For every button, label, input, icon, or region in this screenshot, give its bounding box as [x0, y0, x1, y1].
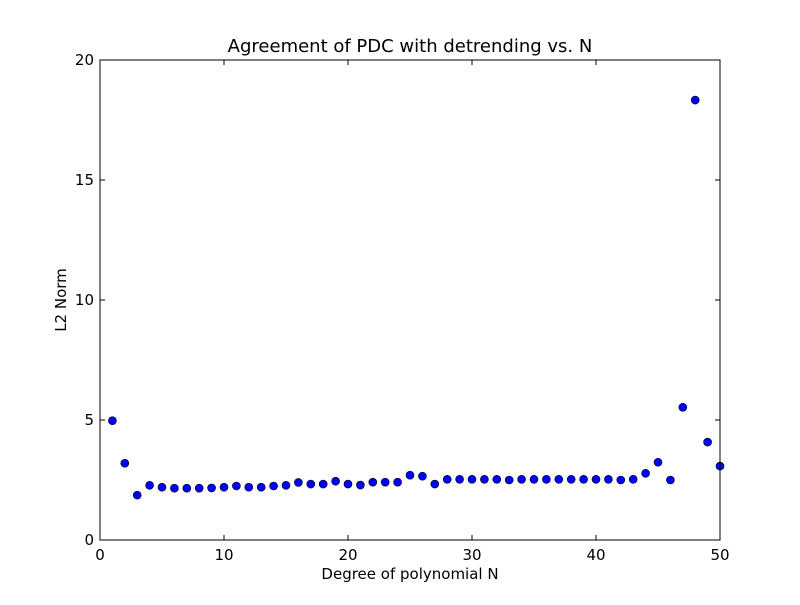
data-point — [517, 474, 526, 484]
data-point — [504, 475, 514, 485]
chart-title: Agreement of PDC with detrending vs. N — [228, 36, 593, 57]
y-tick-label: 5 — [84, 411, 94, 429]
data-point — [256, 482, 266, 492]
data-point — [368, 477, 378, 487]
plot-area — [100, 60, 720, 540]
data-point — [579, 474, 588, 484]
data-point — [442, 474, 452, 484]
x-axis-label: Degree of polynomial N — [321, 565, 498, 583]
data-point — [467, 474, 477, 484]
y-tick-label: 15 — [75, 171, 94, 189]
data-point — [690, 95, 700, 105]
data-point — [628, 474, 638, 484]
data-point — [455, 474, 464, 484]
data-point — [145, 480, 154, 490]
data-point — [418, 471, 427, 481]
y-tick-label: 10 — [75, 291, 94, 309]
data-point — [604, 474, 613, 484]
data-point — [492, 474, 502, 484]
x-tick-label: 40 — [586, 546, 605, 564]
axis-ticks: 0 10 20 30 40 50 0 5 10 15 20 — [75, 51, 730, 564]
x-tick-label: 50 — [710, 546, 729, 564]
y-axis-label: L2 Norm — [52, 268, 70, 332]
data-point — [666, 475, 675, 485]
data-point — [678, 402, 688, 412]
data-point — [318, 479, 328, 489]
data-point — [343, 479, 353, 489]
data-point — [207, 483, 216, 493]
x-tick-label: 10 — [214, 546, 233, 564]
data-point — [356, 480, 365, 490]
data-point — [641, 468, 650, 478]
data-point — [542, 474, 551, 484]
data-point — [480, 474, 489, 484]
data-point — [108, 416, 117, 426]
data-point — [244, 482, 254, 492]
data-point — [616, 475, 626, 485]
data-point — [294, 478, 303, 487]
data-point — [157, 482, 167, 492]
y-tick-label: 0 — [84, 531, 94, 549]
data-points — [108, 95, 725, 500]
data-point — [331, 476, 340, 486]
data-point — [653, 457, 663, 467]
data-point — [120, 458, 130, 468]
data-point — [194, 483, 204, 493]
data-point — [554, 474, 564, 484]
y-tick-label: 20 — [75, 51, 94, 69]
data-point — [430, 479, 440, 489]
data-point — [269, 481, 278, 491]
data-point — [380, 477, 390, 487]
data-point — [393, 477, 402, 487]
data-point — [529, 474, 539, 484]
data-point — [281, 480, 291, 490]
data-point — [405, 470, 415, 480]
data-point — [182, 483, 192, 493]
x-tick-label: 20 — [338, 546, 357, 564]
data-point — [591, 474, 601, 484]
data-point — [132, 490, 142, 500]
data-point — [566, 474, 576, 484]
data-point — [306, 479, 316, 489]
x-tick-label: 0 — [95, 546, 105, 564]
data-point — [170, 483, 179, 493]
data-point — [219, 482, 229, 492]
data-point — [703, 437, 712, 447]
x-tick-label: 30 — [462, 546, 481, 564]
plot-frame — [99, 59, 721, 541]
data-point — [232, 481, 241, 491]
